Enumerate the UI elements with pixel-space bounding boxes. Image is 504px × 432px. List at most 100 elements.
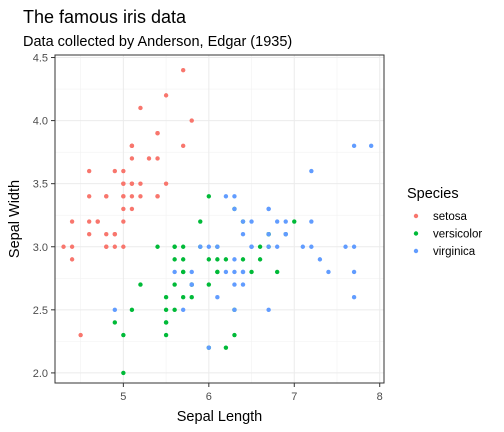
data-point-setosa [86,219,92,224]
data-point-setosa [104,244,109,249]
data-point-virginica [274,244,280,249]
data-point-versicolor [138,282,143,287]
y-axis-title: Sepal Width [7,180,23,258]
data-point-virginica [189,269,194,275]
y-tick-label: 4.5 [33,53,48,65]
data-points [61,67,374,376]
data-point-virginica [309,244,314,249]
data-point-setosa [61,244,66,249]
legend-label-versicolor: versicolor [433,229,482,241]
data-point-setosa [112,231,118,237]
data-point-setosa [129,206,135,212]
plot-panel-border [54,54,385,384]
data-point-setosa [121,219,126,224]
data-point-setosa [121,194,126,199]
data-point-virginica [274,219,280,224]
data-point-versicolor [163,307,169,313]
data-point-versicolor [215,269,220,275]
data-point-versicolor [163,320,169,325]
data-point-versicolor [257,257,263,262]
data-point-setosa [129,194,135,199]
data-point-virginica [232,307,237,313]
data-point-setosa [129,181,135,186]
data-point-virginica [240,282,246,287]
data-point-versicolor [206,282,212,287]
data-point-versicolor [121,332,126,338]
plot-panel [55,55,384,383]
data-point-virginica [309,168,314,174]
data-point-virginica [198,244,203,249]
legend-label-virginica: virginica [433,246,476,258]
data-point-virginica [249,219,254,224]
data-point-setosa [95,219,100,224]
data-point-virginica [368,143,374,149]
legend-key-setosa [413,213,419,219]
data-point-versicolor [232,332,237,338]
data-point-setosa [155,156,160,161]
data-point-setosa [180,67,186,73]
legend-label-setosa: setosa [433,211,467,223]
data-point-setosa [86,194,92,199]
data-point-virginica [232,257,237,262]
data-point-setosa [138,181,143,186]
data-point-versicolor [189,295,194,300]
legend-title: Species [407,186,459,202]
data-point-setosa [163,181,169,186]
grid-lines [55,55,384,383]
data-point-virginica [240,269,246,275]
data-point-versicolor [172,307,177,313]
legend: Species setosa versicolor virginica [407,186,482,258]
data-point-virginica [223,269,229,275]
data-point-setosa [69,257,75,262]
data-point-versicolor [163,295,169,300]
data-point-virginica [351,244,357,249]
data-point-virginica [351,269,357,275]
legend-key-virginica [413,248,419,254]
data-point-setosa [146,156,152,161]
data-point-versicolor [198,219,203,224]
data-point-virginica [300,244,306,249]
data-point-virginica [206,244,212,249]
data-point-setosa [78,332,83,338]
y-tick-label: 4.0 [33,116,48,128]
chart-subtitle: Data collected by Anderson, Edgar (1935) [23,34,292,50]
data-point-versicolor [121,370,126,376]
data-point-versicolor [257,244,263,249]
data-point-virginica [317,257,323,262]
x-tick-label: 6 [206,391,212,403]
data-point-virginica [180,307,186,313]
data-point-virginica [215,295,220,300]
x-tick-label: 7 [291,391,297,403]
data-point-virginica [232,282,237,287]
data-point-versicolor [215,257,220,262]
data-point-setosa [86,168,92,174]
data-point-versicolor [223,345,229,350]
data-point-versicolor [112,320,118,325]
data-point-setosa [112,168,118,174]
data-point-versicolor [206,257,212,262]
data-point-versicolor [129,307,135,313]
data-point-versicolor [180,269,186,275]
data-point-virginica [266,231,271,237]
data-point-setosa [129,156,135,161]
data-point-setosa [138,105,143,111]
data-point-virginica [232,206,237,212]
chart-title: The famous iris data [23,7,187,27]
data-point-setosa [138,194,143,199]
data-point-setosa [121,206,126,212]
data-point-setosa [155,194,160,199]
data-point-virginica [240,219,246,224]
data-point-versicolor [172,244,177,249]
data-point-setosa [155,131,160,136]
data-point-virginica [283,231,288,237]
data-point-setosa [121,181,126,186]
data-point-versicolor [163,332,169,338]
data-point-virginica [249,244,254,249]
data-point-virginica [206,345,212,350]
data-point-virginica [343,244,348,249]
data-point-setosa [180,143,186,149]
data-point-virginica [309,219,314,224]
data-point-versicolor [180,244,186,249]
x-tick-label: 8 [377,391,383,403]
data-point-setosa [112,244,118,249]
